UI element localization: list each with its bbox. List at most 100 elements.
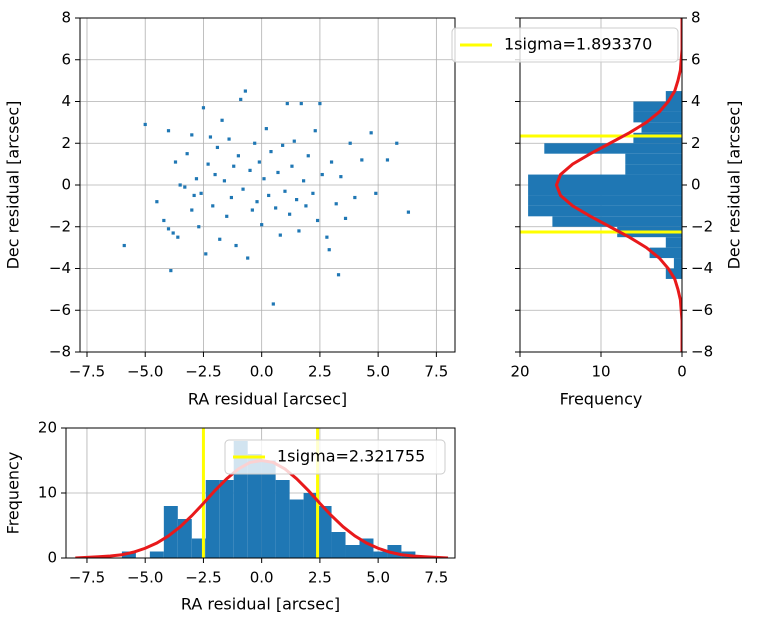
bar <box>303 493 318 558</box>
y-tick-label: 0 <box>61 176 71 194</box>
x-tick-label: 2.5 <box>308 569 332 587</box>
legend-box <box>451 27 679 63</box>
legend-label: 1sigma=2.321755 <box>277 447 425 466</box>
x-tick-label: 7.5 <box>424 569 448 587</box>
bar <box>625 164 682 175</box>
legend-box <box>224 439 446 475</box>
y-tick-label: 4 <box>61 92 71 110</box>
point <box>178 183 182 187</box>
point <box>225 214 229 218</box>
point <box>311 191 315 195</box>
bar <box>345 545 360 558</box>
y-axis-label: Frequency <box>4 452 23 535</box>
y-tick-label: −8 <box>49 343 71 361</box>
point <box>236 154 240 158</box>
x-tick-label: 0 <box>677 363 687 381</box>
point <box>162 218 166 223</box>
point <box>269 150 273 154</box>
point <box>281 143 285 147</box>
bar <box>317 506 332 558</box>
point <box>206 162 210 166</box>
x-tick-label: −5.0 <box>127 569 163 587</box>
x-tick-label: 0.0 <box>250 569 274 587</box>
bar <box>528 195 682 206</box>
bar <box>633 132 682 144</box>
panel: −7.5 −5.0 −2.5 0.0 2.5 5.0 7.5 −8 −6 −4 −2 0 2 4 6 8 RA … <box>4 9 456 409</box>
bar <box>121 551 136 558</box>
x-tick-label: −7.5 <box>69 363 105 381</box>
bar <box>528 185 682 196</box>
point <box>343 216 348 220</box>
x-tick-label: 5.0 <box>366 569 390 587</box>
point <box>385 158 390 162</box>
point <box>260 223 264 227</box>
point <box>283 189 287 193</box>
point <box>271 302 275 306</box>
bar <box>528 174 682 185</box>
axes-frame <box>79 17 456 353</box>
y-tick-label: −2 <box>49 217 71 235</box>
point <box>339 175 343 179</box>
bar <box>641 122 682 133</box>
point <box>122 243 126 248</box>
point <box>199 191 203 195</box>
point <box>295 198 299 202</box>
point <box>257 160 261 164</box>
axes-frame <box>519 17 683 353</box>
bar <box>247 454 262 558</box>
point <box>360 158 364 162</box>
point <box>267 193 271 198</box>
point <box>318 101 322 106</box>
point <box>211 204 215 208</box>
x-axis-label: Frequency <box>560 390 643 409</box>
y-axis-label: Dec residual [arcsec] <box>725 101 744 270</box>
bar <box>149 551 164 558</box>
bar <box>552 216 682 227</box>
bar <box>544 143 682 154</box>
point <box>395 141 399 145</box>
point <box>171 231 175 235</box>
bar <box>528 205 682 217</box>
point <box>143 122 147 127</box>
point <box>220 118 224 122</box>
point <box>215 145 220 150</box>
point <box>320 172 324 177</box>
point <box>334 202 338 206</box>
y-tick-label: −8 <box>691 343 713 361</box>
fit-curve <box>554 18 682 352</box>
bar <box>331 532 346 558</box>
bar <box>665 268 682 279</box>
x-tick-label: −2.5 <box>185 569 221 587</box>
y-tick-label: 2 <box>61 134 71 152</box>
point <box>288 212 292 216</box>
x-tick-label: 20 <box>510 363 529 381</box>
point <box>234 243 238 248</box>
point <box>292 139 296 143</box>
bar <box>625 153 682 165</box>
bar <box>665 237 682 248</box>
bar <box>177 519 192 558</box>
point <box>369 131 373 135</box>
point <box>285 101 289 106</box>
bar <box>633 101 682 112</box>
panel: −7.5 −5.0 −2.5 0.0 2.5 5.0 7.5 0 10 20 RA residual… <box>4 419 456 614</box>
point <box>299 101 303 106</box>
point <box>239 97 243 102</box>
point <box>302 179 306 183</box>
y-axis-label: Dec residual [arcsec] <box>4 101 23 270</box>
bar <box>673 258 682 269</box>
point <box>185 152 189 156</box>
y-tick-label: 10 <box>38 484 57 502</box>
y-tick-label: −4 <box>691 259 713 277</box>
point <box>201 106 206 110</box>
point <box>218 237 222 241</box>
y-tick-label: 0 <box>691 176 701 194</box>
point <box>274 206 278 210</box>
legend: 1sigma=1.893370 <box>451 27 679 63</box>
bar <box>633 111 682 123</box>
plot-area <box>75 428 449 558</box>
point <box>306 154 310 158</box>
x-tick-label: 7.5 <box>424 363 448 381</box>
y-tick-label: 0 <box>47 549 57 567</box>
